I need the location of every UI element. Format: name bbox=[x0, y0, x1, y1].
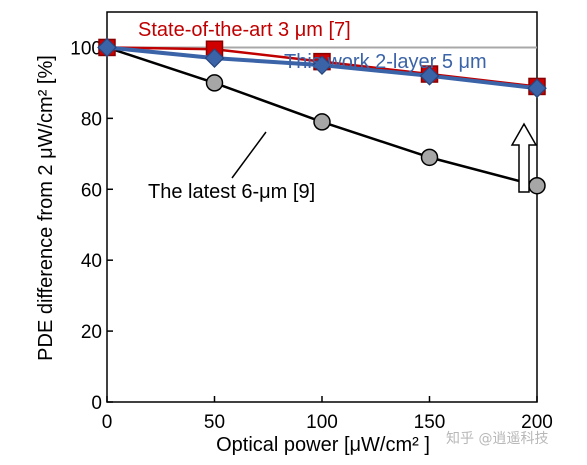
black-series-label: The latest 6-μm [9] bbox=[148, 181, 315, 203]
series-2-point bbox=[527, 78, 547, 99]
y-tick-label: 100 bbox=[70, 38, 102, 59]
x-tick-label: 0 bbox=[102, 412, 113, 433]
y-axis-title: PDE difference from 2 μW/cm² [%] bbox=[35, 55, 57, 361]
y-tick-label: 20 bbox=[81, 322, 102, 343]
x-tick-label: 100 bbox=[306, 412, 338, 433]
x-tick-label: 200 bbox=[521, 412, 553, 433]
series-2-point bbox=[97, 37, 117, 58]
red-series-label: State-of-the-art 3 μm [7] bbox=[138, 19, 351, 41]
blue-series-label: This work 2-layer 5 μm bbox=[284, 51, 487, 73]
series-0-point bbox=[205, 74, 224, 92]
series-2-point bbox=[204, 48, 225, 68]
y-tick-label: 80 bbox=[81, 109, 102, 130]
series-0-point bbox=[420, 148, 439, 167]
series-2-point bbox=[312, 55, 332, 76]
watermark: 知乎 @逍遥科技 bbox=[446, 430, 548, 447]
black-label-leader bbox=[231, 131, 267, 179]
x-tick-label: 50 bbox=[204, 412, 225, 433]
y-tick-label: 0 bbox=[91, 393, 102, 414]
series-0-point bbox=[313, 113, 331, 131]
axis-ticks: 0 50 100 150 200 0 20 40 60 80 100 bbox=[70, 38, 553, 433]
series-0-point bbox=[528, 176, 546, 195]
y-tick-label: 60 bbox=[81, 180, 102, 201]
series-layer bbox=[97, 37, 547, 195]
series-2-point bbox=[419, 65, 440, 86]
up-arrow-icon bbox=[510, 122, 538, 193]
x-axis-title: Optical power [μW/cm² ] bbox=[216, 434, 430, 456]
x-tick-label: 150 bbox=[414, 412, 446, 433]
y-tick-label: 40 bbox=[81, 251, 102, 272]
